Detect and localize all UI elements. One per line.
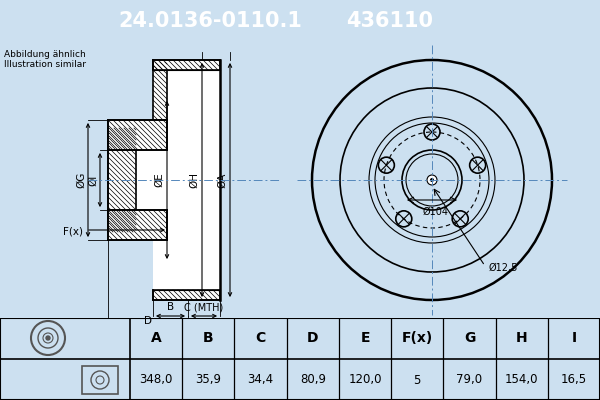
Text: ØA: ØA [217, 172, 227, 188]
Text: Ø12,5: Ø12,5 [489, 263, 518, 273]
Text: Illustration similar: Illustration similar [4, 60, 86, 69]
Text: C (MTH): C (MTH) [184, 302, 224, 312]
Text: Abbildung ähnlich: Abbildung ähnlich [4, 50, 86, 59]
Text: 436110: 436110 [347, 11, 433, 31]
Text: 79,0: 79,0 [457, 374, 482, 386]
Text: Ø104: Ø104 [423, 207, 449, 217]
Circle shape [427, 175, 437, 185]
Bar [108, 150, 167, 210]
Bar [108, 120, 167, 150]
Text: H: H [516, 331, 527, 345]
Text: ØH: ØH [189, 172, 199, 188]
Text: 24.0136-0110.1: 24.0136-0110.1 [118, 11, 302, 31]
Text: B: B [203, 331, 214, 345]
Text: 154,0: 154,0 [505, 374, 538, 386]
Text: 35,9: 35,9 [196, 374, 221, 386]
Text: E: E [360, 331, 370, 345]
Text: 5: 5 [413, 374, 421, 386]
Text: D: D [144, 316, 152, 326]
Text: C: C [256, 331, 266, 345]
Circle shape [46, 336, 50, 340]
Text: ØI: ØI [88, 174, 98, 186]
Text: D: D [307, 331, 319, 345]
Bar [153, 62, 167, 120]
Text: 34,4: 34,4 [247, 374, 274, 386]
Text: G: G [464, 331, 475, 345]
Text: ØG: ØG [76, 172, 86, 188]
Text: A: A [151, 331, 161, 345]
Text: 16,5: 16,5 [561, 374, 587, 386]
Circle shape [430, 178, 434, 182]
Bar [108, 210, 167, 240]
Bar [82, 366, 118, 394]
Bar [153, 60, 220, 70]
Text: 348,0: 348,0 [139, 374, 173, 386]
Text: F(x): F(x) [401, 331, 433, 345]
Bar [153, 290, 220, 300]
Bar [108, 128, 136, 232]
Text: I: I [571, 331, 577, 345]
Text: F(x): F(x) [63, 227, 83, 237]
Text: 120,0: 120,0 [348, 374, 382, 386]
Text: 80,9: 80,9 [300, 374, 326, 386]
Text: B: B [167, 302, 174, 312]
Bar [153, 70, 220, 290]
Text: ØE: ØE [154, 173, 164, 187]
